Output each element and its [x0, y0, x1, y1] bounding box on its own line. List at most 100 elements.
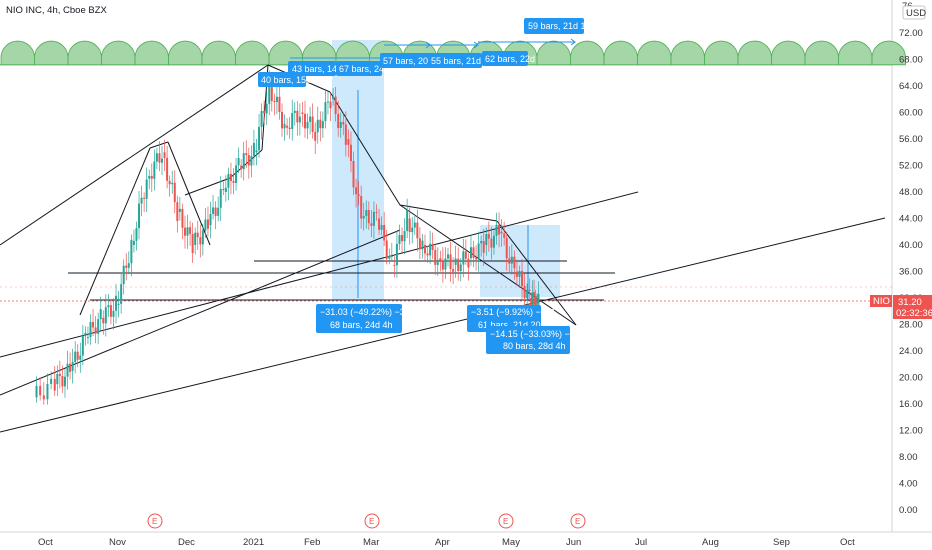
candle-body [521, 271, 524, 287]
candle-body [329, 101, 332, 109]
label-range-c[interactable] [380, 53, 430, 68]
label-peak[interactable] [258, 72, 306, 87]
earnings-marker-3[interactable] [498, 513, 514, 529]
price-tick-label: 72.00 [899, 28, 923, 39]
measure-label-2-line1: −3.51 (−9.92%) −351 [471, 307, 556, 317]
candle-body [150, 175, 153, 179]
candle-body [79, 355, 82, 360]
candle-body [268, 78, 271, 104]
candle-body [513, 256, 516, 269]
trendline[interactable] [184, 177, 231, 196]
label-range-e[interactable] [482, 51, 528, 66]
candle-body [518, 271, 521, 277]
measure-label-3[interactable] [486, 326, 570, 354]
price-tick-label: 36.00 [899, 267, 923, 278]
label-range-d[interactable] [428, 53, 482, 68]
label-range-d-text: 55 bars, 21d 4h [431, 56, 494, 66]
label-peak-text: 40 bars, 15d [261, 75, 311, 85]
candle-body [92, 321, 95, 328]
candle-body [286, 125, 289, 128]
candle-body [477, 243, 480, 260]
candle-body [452, 269, 455, 272]
symbol-tag-text: NIO [873, 296, 890, 307]
candle-body [347, 139, 350, 145]
candle-body [278, 96, 281, 112]
price-tag [893, 295, 932, 319]
candle-body [316, 119, 319, 133]
trendline[interactable] [399, 204, 577, 326]
price-tick-label: 20.00 [899, 373, 923, 384]
measure-label-1-line2: 68 bars, 24d 4h [330, 320, 393, 330]
candle-body [143, 197, 146, 199]
candle-body [35, 385, 38, 398]
time-tick-label: Nov [109, 537, 126, 548]
trendline[interactable] [399, 204, 498, 222]
candle-body [201, 230, 204, 245]
candle-body [240, 165, 243, 170]
candle-body [495, 224, 498, 236]
candle-body [314, 131, 317, 141]
candle-body [526, 289, 529, 299]
candle-body [242, 153, 245, 170]
candle-body [217, 207, 220, 216]
measure-label-3-line2: 80 bars, 28d 4h [503, 341, 566, 351]
time-tick-label: Oct [840, 537, 855, 548]
measure-label-1[interactable] [316, 304, 402, 333]
label-top-arc-range-text: 59 bars, 21d 12h [528, 21, 596, 31]
trendline[interactable] [149, 141, 169, 149]
candle-body [298, 116, 301, 123]
candle-body [303, 113, 306, 129]
candle-body [406, 210, 409, 232]
earnings-marker-4[interactable] [570, 513, 586, 529]
candle-body [372, 211, 375, 226]
candle-body [444, 258, 447, 270]
candle-body [186, 227, 189, 236]
earnings-marker-2-label: E [369, 517, 374, 526]
candle-body [229, 173, 232, 182]
currency-badge[interactable] [902, 5, 926, 20]
measure-label-2[interactable] [467, 305, 541, 332]
label-range-b[interactable] [336, 61, 382, 76]
candle-body [140, 197, 143, 204]
time-tick-label: Aug [702, 537, 719, 548]
earnings-marker-2[interactable] [364, 513, 380, 529]
candle-body [339, 121, 342, 129]
candle-body [523, 286, 526, 299]
time-axis[interactable]: Oct Nov Dec 2021 Feb Mar Apr May Jun Jul Aug Sep Oct [38, 537, 855, 548]
trendline[interactable] [0, 217, 886, 433]
trendline[interactable] [0, 191, 639, 358]
candle-body [408, 218, 411, 233]
price-tag-value: 31.20 [898, 297, 922, 308]
trendline[interactable] [496, 220, 577, 326]
candle-body [309, 116, 312, 122]
earnings-markers[interactable]: E E E E [147, 513, 586, 529]
candle-body [378, 218, 381, 230]
candle-body [176, 202, 179, 222]
candle-body [260, 110, 263, 127]
candle-body [411, 227, 414, 233]
candle-body [342, 121, 345, 125]
candle-body [247, 155, 250, 166]
candle-body [109, 305, 112, 317]
time-tick-label: Mar [363, 537, 379, 548]
candle-body [39, 385, 42, 396]
label-top-arc-range[interactable] [524, 18, 584, 34]
candle-body [393, 264, 396, 266]
earnings-marker-1[interactable] [147, 513, 163, 529]
candle-body [145, 179, 148, 199]
candle-body [498, 224, 501, 235]
candle-body [84, 332, 87, 337]
candle-body [296, 110, 299, 123]
label-range-c-text: 57 bars, 20d 1 [383, 56, 441, 66]
time-tick-label: Jun [566, 537, 581, 548]
candle-body [183, 227, 186, 236]
candle-body [258, 126, 261, 151]
candle-body [283, 123, 286, 129]
range-labels[interactable]: 59 bars, 21d 12h 43 bars, 14d 67 bars, 2… [258, 18, 596, 354]
trendline[interactable] [329, 91, 401, 206]
candle-body [531, 292, 534, 306]
trendline[interactable] [0, 64, 269, 246]
candle-body [138, 203, 141, 229]
time-tick-label: Sep [773, 537, 790, 548]
